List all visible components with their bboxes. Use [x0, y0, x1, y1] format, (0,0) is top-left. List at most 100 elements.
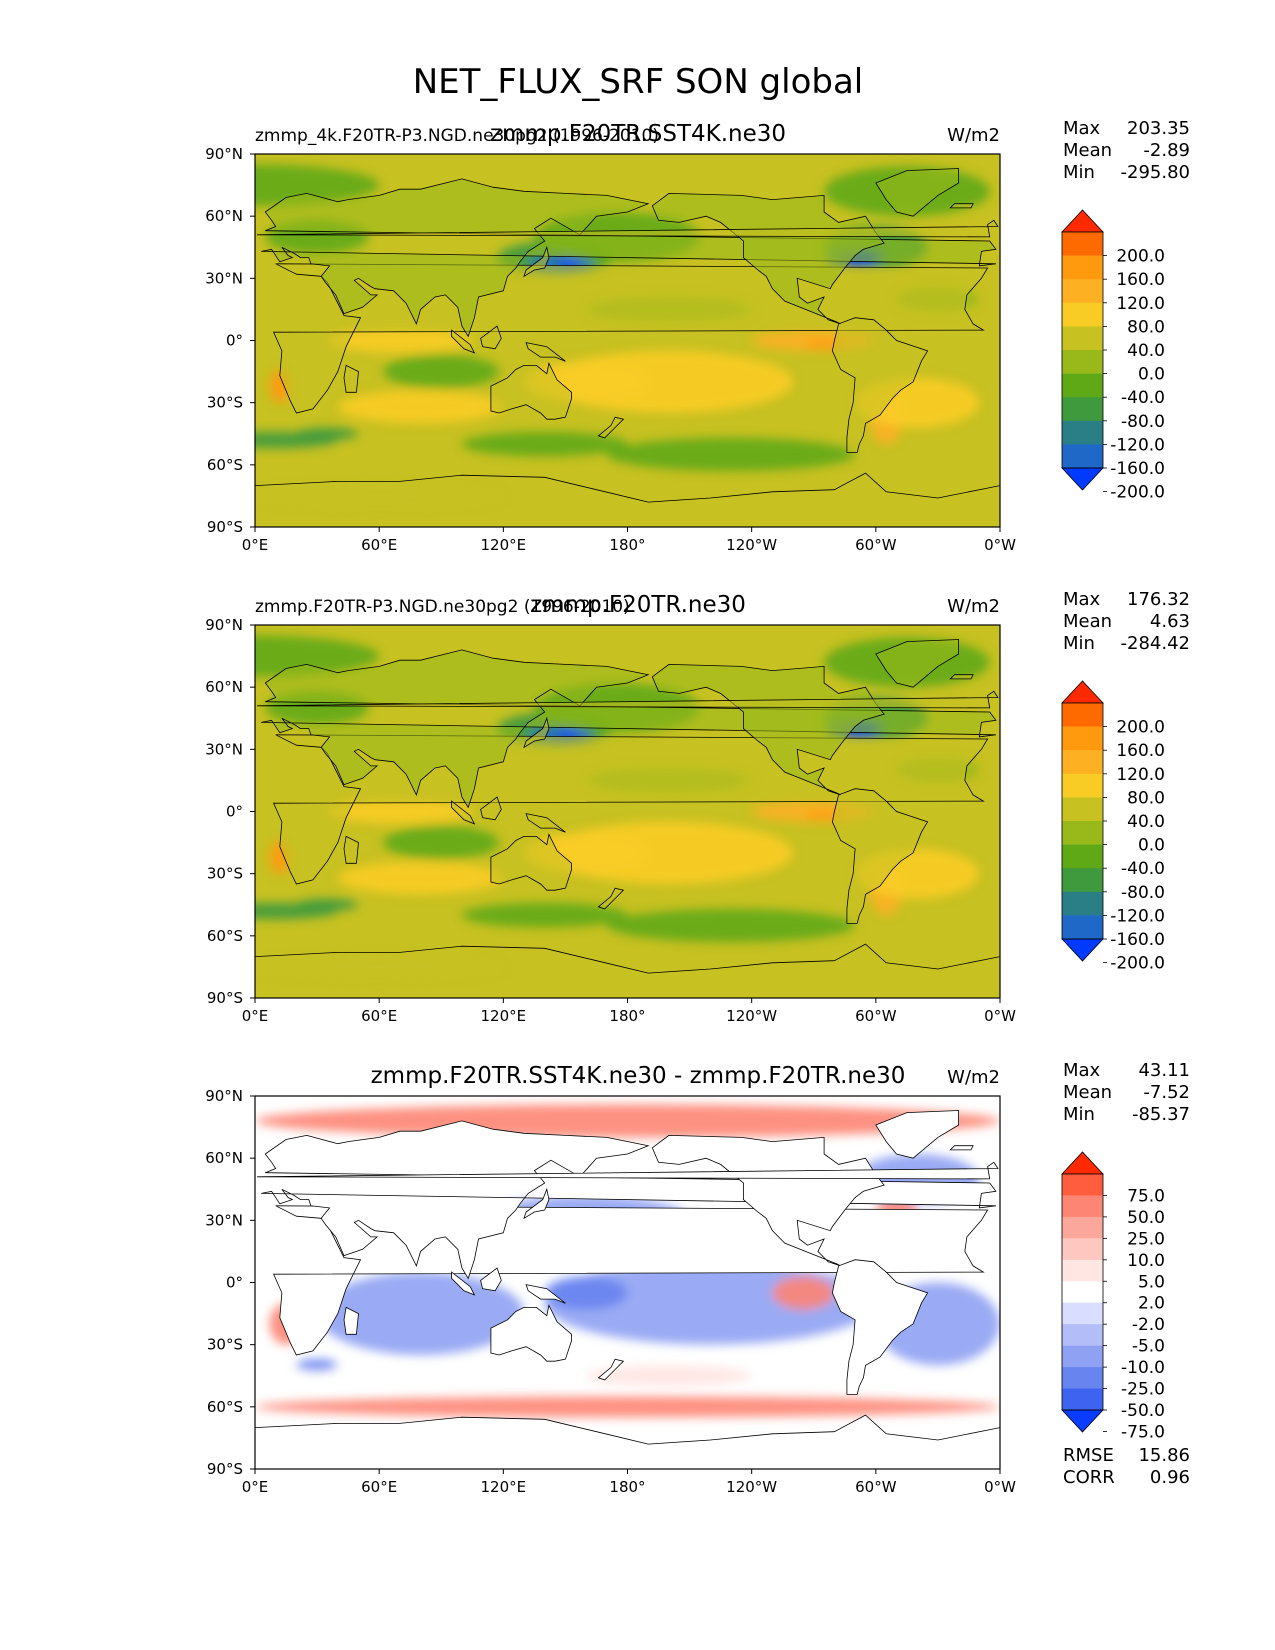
x-tick-label: 0°W — [984, 1478, 1016, 1496]
colorbar-label: 200.0 — [1116, 718, 1165, 738]
stat-label: Mean — [1063, 1082, 1112, 1103]
colorbar-label: 200.0 — [1116, 247, 1165, 267]
axes: 0°E 60°E 120°E 180° 120°W 60°W 0°W 90°N 60°N 30°N… — [205, 1087, 1016, 1496]
land-eurasia — [261, 1120, 997, 1280]
land-iceland — [949, 674, 974, 680]
colorbar-label: -200.0 — [1110, 483, 1165, 503]
y-tick-label: 60°N — [205, 678, 243, 696]
colorbar-swatch — [1062, 420, 1103, 445]
colorbar: 200.0 160.0 120.0 80.0 40.0 0.0 -40.0 -80.0 -120… — [1061, 209, 1165, 503]
colorbar-extend-min — [1061, 938, 1104, 962]
colorbar-label: -120.0 — [1110, 906, 1165, 926]
land-australia — [490, 833, 572, 891]
colorbar-label: -120.0 — [1110, 435, 1165, 455]
stat-value: -284.42 — [1121, 633, 1190, 654]
y-tick-label: 60°N — [205, 207, 243, 225]
contour-region — [337, 390, 504, 424]
y-tick-label: 60°S — [207, 1398, 243, 1416]
colorbar-swatch — [1062, 326, 1103, 351]
land-japan — [523, 245, 550, 278]
contour-region — [586, 1365, 752, 1387]
contour-region — [255, 902, 338, 920]
land-new-guinea — [525, 342, 566, 362]
contour-region — [296, 1367, 463, 1385]
contour-region — [327, 328, 473, 353]
colorbar-label: 5.0 — [1138, 1272, 1165, 1292]
colorbar-swatch — [1062, 397, 1103, 422]
colorbar-extend-max — [1061, 1151, 1104, 1175]
colorbar: 200.0 160.0 120.0 80.0 40.0 0.0 -40.0 -80.0 -120… — [1061, 680, 1165, 974]
colorbar-swatch — [1062, 373, 1103, 398]
panel-title: zmmp.F20TR.SST4K.ne30 - zmmp.F20TR.ne30 — [371, 1063, 906, 1089]
stats: Max 203.35 Mean -2.89 Min -295.80 — [1063, 118, 1190, 183]
land-new-zealand — [597, 887, 625, 910]
land-antarctica — [255, 1414, 1000, 1469]
colorbar-label: 40.0 — [1127, 812, 1165, 832]
colorbar-swatch — [1062, 444, 1103, 469]
colorbar-label: 50.0 — [1127, 1208, 1165, 1228]
contour-region — [383, 355, 500, 389]
stat-label: Min — [1063, 633, 1095, 654]
colorbar-swatch — [1062, 1259, 1103, 1282]
y-tick-label: 90°S — [207, 518, 243, 536]
contour-region — [327, 799, 473, 824]
contour-region — [461, 902, 628, 928]
panel-units: W/m2 — [947, 596, 1000, 617]
colorbar-label: 80.0 — [1127, 788, 1165, 808]
colorbar-swatch — [1062, 1367, 1103, 1389]
panel-difference: zmmp.F20TR.SST4K.ne30 - zmmp.F20TR.ne30 W… — [205, 1060, 1190, 1496]
colorbar-swatch — [1062, 1281, 1103, 1304]
colorbar-label: -160.0 — [1110, 930, 1165, 950]
y-tick-label: 30°S — [207, 1336, 243, 1354]
x-tick-label: 60°E — [361, 1007, 397, 1025]
colorbar-swatch — [1062, 703, 1103, 727]
colorbar-extend-min — [1061, 1409, 1104, 1433]
land-australia — [490, 362, 572, 420]
land-madagascar — [343, 364, 359, 393]
stat-value: 0.96 — [1150, 1467, 1190, 1488]
land-uk — [257, 219, 999, 238]
colorbar-label: 0.0 — [1138, 365, 1165, 385]
colorbar-swatch — [1062, 255, 1103, 280]
land-sumatra — [451, 329, 476, 354]
land-iceland — [949, 203, 974, 209]
colorbar-label: 10.0 — [1127, 1251, 1165, 1271]
colorbar-extend-min — [1061, 467, 1104, 491]
figure-title: NET_FLUX_SRF SON global — [413, 62, 864, 102]
land-japan — [523, 716, 550, 749]
x-tick-label: 120°E — [481, 1478, 527, 1496]
land-new-guinea — [525, 813, 566, 833]
land-eurasia — [261, 178, 997, 338]
stat-value: 176.32 — [1127, 589, 1190, 610]
colorbar-swatch — [1062, 891, 1103, 916]
x-tick-label: 0°E — [242, 1478, 269, 1496]
y-tick-label: 60°S — [207, 927, 243, 945]
colorbar-swatch — [1062, 821, 1103, 845]
colorbar-swatch — [1062, 279, 1103, 304]
x-tick-label: 60°E — [361, 536, 397, 554]
y-tick-label: 90°N — [205, 1087, 243, 1105]
contour-region — [544, 1276, 628, 1310]
colorbar-label: 80.0 — [1127, 317, 1165, 337]
colorbar-swatch — [1062, 1388, 1103, 1411]
contour-region — [606, 437, 856, 472]
coastlines — [255, 1110, 1000, 1469]
y-tick-label: 90°N — [205, 145, 243, 163]
coastlines — [255, 639, 1000, 998]
x-tick-label: 180° — [609, 536, 645, 554]
stat-value: 4.63 — [1150, 611, 1190, 632]
colorbar-swatch — [1062, 1238, 1103, 1261]
panel-title: zmmp.F20TR.SST4K.ne30 — [490, 121, 786, 147]
coastlines — [255, 168, 1000, 527]
x-tick-label: 180° — [609, 1478, 645, 1496]
map-field — [255, 1096, 1000, 1469]
x-tick-label: 0°W — [984, 1007, 1016, 1025]
x-tick-label: 60°W — [855, 1007, 897, 1025]
land-sumatra — [451, 1271, 476, 1296]
colorbar-label: 0.0 — [1138, 836, 1165, 856]
colorbar-label: -75.0 — [1121, 1422, 1165, 1442]
stat-value: 43.11 — [1138, 1060, 1190, 1081]
colorbar-extend-max — [1061, 680, 1104, 704]
stat-value: 15.86 — [1138, 1445, 1190, 1466]
contour-region — [461, 431, 628, 457]
